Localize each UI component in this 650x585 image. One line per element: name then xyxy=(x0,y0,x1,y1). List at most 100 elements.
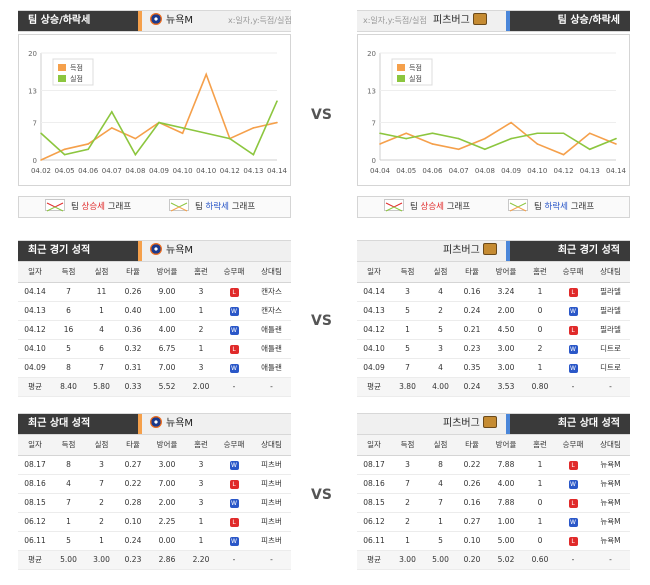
away-legend-swatch xyxy=(397,64,405,71)
table-row: 04.09 7 4 0.35 3.00 1 W 디트로 xyxy=(357,358,630,378)
away-legend-label: 실점 xyxy=(409,74,422,83)
home-y-tick-label: 13 xyxy=(28,87,37,95)
legend-down-item: 팀 하락세 그래프 xyxy=(169,197,255,217)
table-cell: 08.16 xyxy=(18,474,52,494)
table-cell: 평균 xyxy=(18,549,52,570)
home-recent-average-row: 평균 8.40 5.80 0.33 5.52 2.00- - xyxy=(18,376,291,397)
home-point xyxy=(63,153,66,156)
table-cell: 0.80 xyxy=(525,376,555,397)
away-point xyxy=(431,132,434,135)
legend-down-suffix: 그래프 xyxy=(231,202,256,212)
home-x-tick-label: 04.14 xyxy=(267,167,288,175)
table-row: 06.12 1 2 0.10 2.25 1 L 피츠버 xyxy=(18,512,291,532)
legend-up-word: 상승세 xyxy=(81,202,105,212)
table-cell: 0.16 xyxy=(457,493,487,513)
table-cell: 2.25 xyxy=(148,512,186,532)
table-cell: 0.23 xyxy=(118,549,148,570)
trend-up-icon xyxy=(45,199,65,212)
table-cell: 애틀랜 xyxy=(252,320,291,340)
table-cell: 뉴욕M xyxy=(591,455,630,475)
home-recent-accent xyxy=(138,241,142,261)
legend-up-prefix-away: 팀 xyxy=(410,202,418,212)
mets-logo-icon xyxy=(150,243,162,255)
table-cell: 3 xyxy=(186,474,216,494)
table-cell: 3 xyxy=(85,455,118,475)
table-cell: 5.00 xyxy=(424,549,457,570)
table-cell: 3 xyxy=(391,455,424,475)
home-h2h-tag: 최근 상대 성적 xyxy=(18,414,138,434)
loss-badge: L xyxy=(568,325,578,335)
home-legend-swatch xyxy=(58,64,66,71)
mets-logo-icon xyxy=(150,416,162,428)
away-recent-average-row: 평균 3.80 4.00 0.24 3.53 0.80- - xyxy=(357,376,630,397)
home-legend-swatch xyxy=(58,75,66,82)
table-cell: 0.22 xyxy=(118,474,148,494)
loss-badge: L xyxy=(229,479,239,489)
table-cell: 3 xyxy=(391,282,424,302)
away-point xyxy=(588,148,591,151)
table-cell: 3 xyxy=(186,493,216,513)
legend-down-word: 하락세 xyxy=(205,202,229,212)
table-row: 06.12 2 1 0.27 1.00 1 W 뉴욕M xyxy=(357,512,630,532)
table-cell: 6 xyxy=(85,339,118,359)
column-header: 상대팀 xyxy=(591,435,630,456)
home-point xyxy=(252,127,255,129)
table-cell: 0.26 xyxy=(457,474,487,494)
table-cell: 1.00 xyxy=(148,301,186,321)
home-x-tick-label: 04.05 xyxy=(55,167,75,175)
vs-label-recent: VS xyxy=(311,313,332,329)
table-cell: 2 xyxy=(85,512,118,532)
table-cell: 0.31 xyxy=(118,358,148,378)
table-cell: 0.60 xyxy=(525,549,555,570)
column-header: 홈런 xyxy=(186,435,216,456)
table-cell: 3.00 xyxy=(85,549,118,570)
table-cell: 0.16 xyxy=(457,282,487,302)
away-h2h-team-name: 피츠버그 xyxy=(443,418,480,429)
table-cell: 4 xyxy=(52,474,85,494)
home-x-tick-label: 04.06 xyxy=(78,167,99,175)
home-point xyxy=(252,153,255,156)
home-point xyxy=(181,127,184,129)
win-badge: W xyxy=(568,517,578,527)
table-cell: - xyxy=(252,549,291,570)
home-h2h-header: 최근 상대 성적 뉴욕M xyxy=(18,413,291,435)
table-cell: L xyxy=(555,282,591,302)
table-cell: 피츠버 xyxy=(252,493,291,513)
table-row: 04.10 5 3 0.23 3.00 2 W 디트로 xyxy=(357,339,630,359)
table-cell: 4 xyxy=(424,358,457,378)
table-row: 04.14 7 11 0.26 9.00 3 L 캔자스 xyxy=(18,282,291,302)
column-header: 방어율 xyxy=(487,435,525,456)
table-row: 04.12 1 5 0.21 4.50 0 L 필라델 xyxy=(357,320,630,340)
table-cell: 디트로 xyxy=(591,358,630,378)
table-cell: 1 xyxy=(186,531,216,551)
away-h2h-tag: 최근 상대 성적 xyxy=(510,414,630,434)
table-cell: 4 xyxy=(424,474,457,494)
table-cell: L xyxy=(216,512,252,532)
away-recent-team-name: 피츠버그 xyxy=(443,245,480,256)
legend-up-suffix: 그래프 xyxy=(107,202,132,212)
table-cell: L xyxy=(555,531,591,551)
column-header: 승무패 xyxy=(216,262,252,283)
table-cell: 3.00 xyxy=(148,455,186,475)
table-cell: 0.24 xyxy=(118,531,148,551)
table-cell: - xyxy=(555,549,591,570)
away-trend-legend: 팀 상승세 그래프 팀 하락세 그래프 xyxy=(357,196,630,218)
table-cell: 2 xyxy=(391,493,424,513)
home-point xyxy=(134,153,137,156)
table-cell: 7 xyxy=(424,493,457,513)
home-trend-team: 뉴욕M xyxy=(150,11,193,31)
away-point xyxy=(405,137,408,140)
table-cell: 7.88 xyxy=(487,455,525,475)
table-row: 06.11 5 1 0.24 0.00 1 W 피츠버 xyxy=(18,531,291,551)
home-point xyxy=(205,132,207,135)
home-point xyxy=(158,121,160,124)
home-x-tick-label: 04.08 xyxy=(125,167,145,175)
trend-down-icon xyxy=(169,199,189,212)
table-cell: 뉴욕M xyxy=(591,474,630,494)
table-cell: 0.24 xyxy=(457,376,487,397)
away-trend-team-name: 피츠버그 xyxy=(433,15,470,26)
away-x-tick-label: 04.09 xyxy=(501,167,521,175)
table-cell: 1 xyxy=(186,339,216,359)
table-cell: 3 xyxy=(186,282,216,302)
table-cell: 0.36 xyxy=(118,320,148,340)
